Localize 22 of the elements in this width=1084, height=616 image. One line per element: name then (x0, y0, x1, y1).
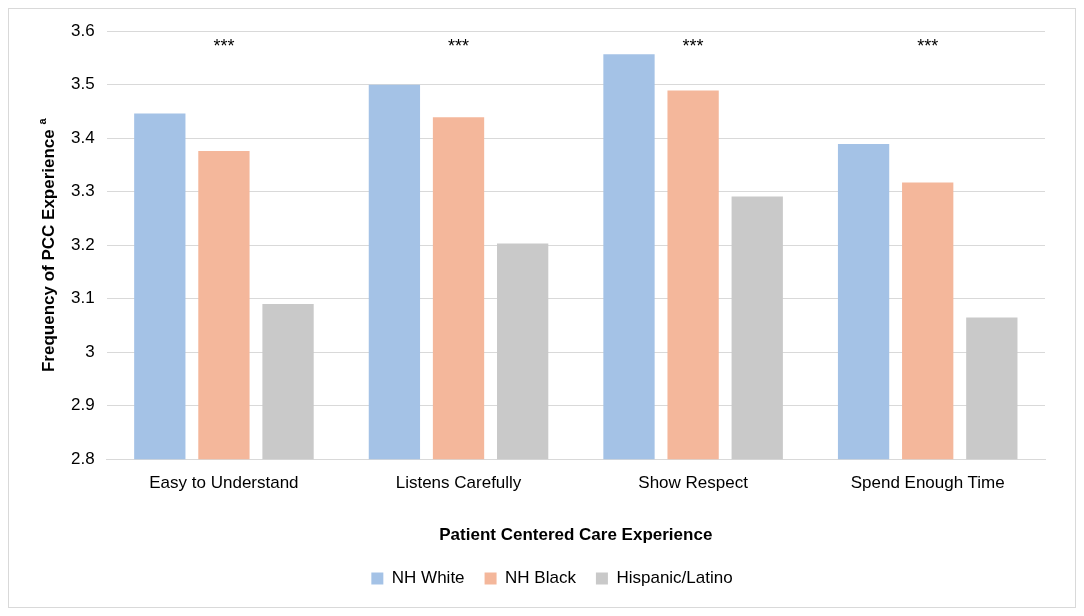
y-tick-label: 3.4 (70, 127, 95, 147)
y-tick-label: 2.9 (70, 395, 95, 415)
y-tick-label: 2.8 (70, 448, 95, 468)
annotation: *** (917, 36, 939, 57)
x-tick-label: Show Respect (638, 473, 749, 493)
legend-label: Hispanic/Latino (616, 568, 733, 588)
legend-label: NH Black (505, 568, 577, 588)
y-tick-label: 3 (85, 341, 95, 361)
x-tick-label: Easy to Understand (149, 473, 299, 493)
legend-label: NH White (391, 568, 465, 588)
y-tick-label: 3.1 (70, 288, 95, 308)
annotation: *** (682, 36, 704, 57)
annotation: *** (213, 36, 235, 57)
y-tick-label: 3.5 (70, 74, 95, 94)
annotation: *** (448, 36, 470, 57)
y-tick-label: 3.3 (70, 181, 95, 201)
y-tick-label: 3.6 (70, 20, 95, 40)
x-axis-title: Patient Centered Care Experience (439, 525, 713, 545)
y-tick-label: 3.2 (70, 234, 95, 254)
x-tick-label: Spend Enough Time (850, 473, 1005, 493)
y-axis-title: Frequency of PCC Experience a (36, 117, 58, 373)
x-tick-label: Listens Carefully (395, 473, 522, 493)
